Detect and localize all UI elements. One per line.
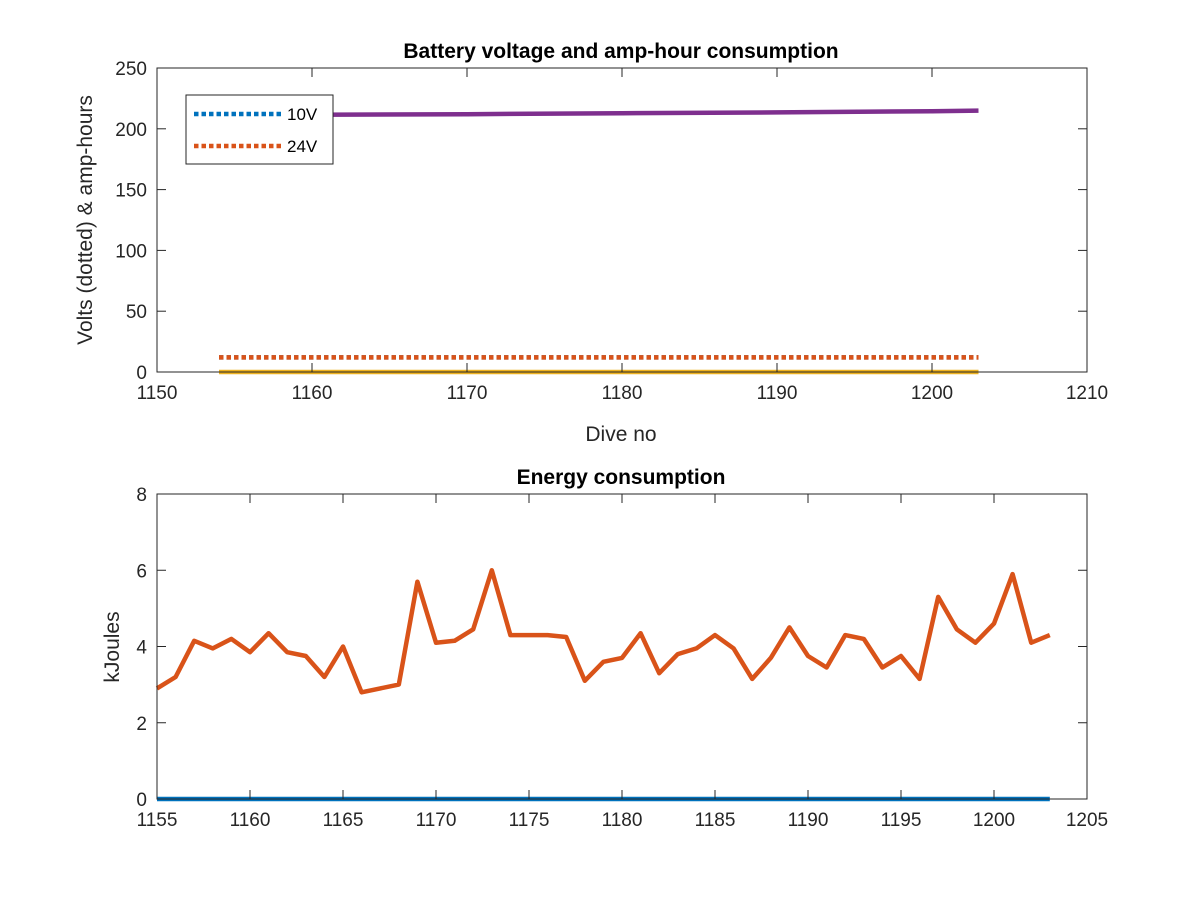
voltage-chart-legend: 10V 24V: [185, 94, 334, 165]
energy-chart-y-tick-label: 6: [136, 561, 147, 582]
energy-chart-title: Energy consumption: [517, 466, 726, 489]
energy-chart-x-tick-label: 1185: [695, 810, 736, 831]
energy-chart: Energy consumption 1155 1160 1165 1170 1175 1…: [101, 466, 1108, 831]
energy-chart-y-tick-label: 0: [136, 790, 147, 811]
voltage-chart-x-tick-label: 1170: [447, 383, 488, 404]
voltage-chart-y-label: Volts (dotted) & amp-hours: [74, 95, 97, 345]
energy-chart-x-tick-label: 1155: [137, 810, 178, 831]
voltage-chart-y-tick-label: 250: [115, 59, 147, 80]
energy-chart-x-tick-label: 1205: [1066, 810, 1108, 831]
voltage-chart-x-tick-label: 1180: [602, 383, 643, 404]
legend-label-24v: 24V: [287, 137, 318, 156]
energy-chart-x-tick-label: 1200: [973, 810, 1015, 831]
voltage-chart-x-tick-label: 1160: [292, 383, 333, 404]
voltage-chart-x-tick-label: 1190: [757, 383, 798, 404]
energy-chart-y-tick-label: 4: [136, 638, 147, 659]
energy-chart-x-tick-label: 1170: [416, 810, 457, 831]
energy-chart-x-tick-label: 1160: [230, 810, 271, 831]
voltage-chart: Battery voltage and amp-hour consumption…: [74, 40, 1108, 446]
energy-chart-x-tick-label: 1165: [323, 810, 364, 831]
energy-chart-y-label: kJoules: [101, 611, 124, 682]
voltage-chart-y-tick-label: 0: [136, 363, 147, 384]
voltage-chart-y-tick-label: 150: [115, 181, 147, 202]
legend-label-10v: 10V: [287, 105, 318, 124]
energy-chart-x-tick-label: 1180: [602, 810, 643, 831]
voltage-chart-x-tick-label: 1210: [1066, 383, 1108, 404]
voltage-chart-title: Battery voltage and amp-hour consumption: [403, 40, 838, 63]
voltage-chart-y-tick-label: 100: [115, 241, 147, 262]
voltage-chart-x-label: Dive no: [585, 423, 656, 446]
energy-chart-y-tick-label: 8: [136, 485, 147, 506]
voltage-chart-x-tick-label: 1150: [137, 383, 178, 404]
energy-chart-series-1-line: [155, 568, 1051, 695]
legend-box: [185, 94, 334, 165]
energy-chart-y-tick-label: 2: [136, 714, 147, 735]
energy-chart-axes-box: [156, 493, 1088, 800]
energy-chart-x-tick-label: 1195: [881, 810, 922, 831]
energy-chart-x-tick-label: 1190: [788, 810, 829, 831]
voltage-chart-y-tick-label: 200: [115, 120, 147, 141]
energy-chart-x-tick-label: 1175: [509, 810, 550, 831]
voltage-chart-y-tick-label: 50: [126, 302, 147, 323]
voltage-chart-x-tick-label: 1200: [911, 383, 953, 404]
